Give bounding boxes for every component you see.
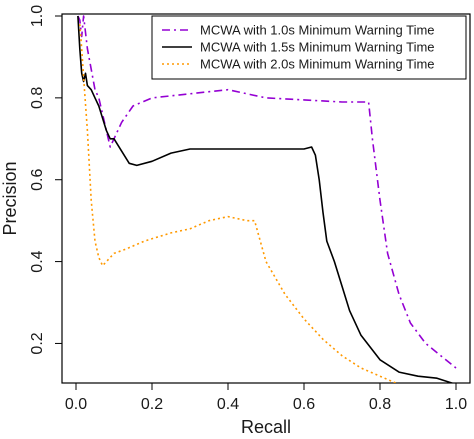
legend-box — [151, 15, 467, 80]
x-axis-title: Recall — [241, 417, 291, 437]
y-axis-title: Precision — [0, 161, 20, 235]
series-line-2 — [77, 15, 455, 383]
x-tick-label: 0.8 — [369, 396, 391, 413]
x-axis-ticks: 0.0 0.2 0.4 0.6 0.8 1.0 — [65, 383, 467, 413]
y-axis-ticks: 0.2 0.4 0.6 0.8 1.0 — [29, 5, 62, 355]
x-tick-label: 0.0 — [65, 396, 87, 413]
y-tick-label: 0.4 — [29, 250, 46, 272]
x-tick-label: 0.4 — [217, 396, 239, 413]
y-tick-label: 0.8 — [29, 87, 46, 109]
legend-label: MCWA with 1.0s Minimum Warning Time — [200, 23, 435, 38]
series-line-1 — [77, 15, 457, 369]
y-tick-label: 0.6 — [29, 169, 46, 191]
y-tick-label: 0.2 — [29, 332, 46, 354]
x-tick-label: 0.2 — [141, 396, 163, 413]
plot-frame — [61, 13, 471, 384]
series-line-3 — [79, 24, 398, 383]
legend: MCWA with 1.0s Minimum Warning Time MCWA … — [151, 15, 467, 80]
legend-label: MCWA with 2.0s Minimum Warning Time — [200, 57, 435, 72]
y-tick-label: 1.0 — [29, 5, 46, 27]
series-group — [77, 15, 457, 383]
x-tick-label: 1.0 — [445, 396, 467, 413]
x-tick-label: 0.6 — [293, 396, 315, 413]
legend-label: MCWA with 1.5s Minimum Warning Time — [200, 40, 435, 55]
